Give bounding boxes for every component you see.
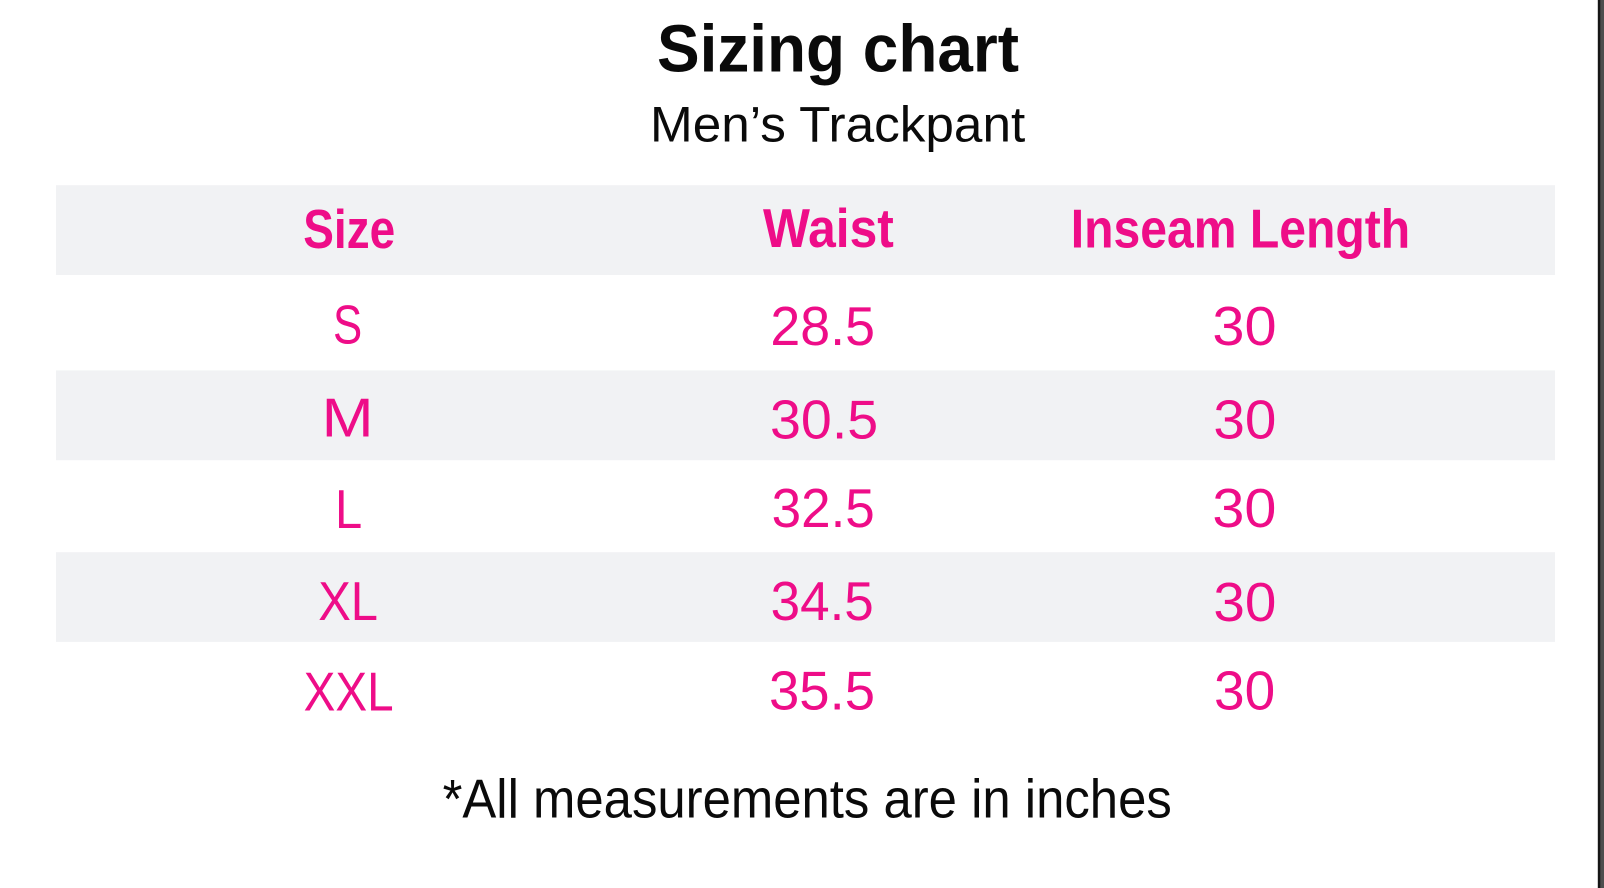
svg-text:XXL: XXL bbox=[304, 661, 394, 723]
svg-text:L: L bbox=[335, 478, 362, 540]
svg-text:Waist: Waist bbox=[763, 197, 894, 259]
svg-text:M: M bbox=[322, 387, 374, 449]
svg-text:30.5: 30.5 bbox=[770, 389, 878, 451]
svg-text:*All measurements are in inche: *All measurements are in inches bbox=[443, 768, 1172, 830]
svg-text:Inseam Length: Inseam Length bbox=[1071, 197, 1410, 259]
svg-text:30: 30 bbox=[1214, 659, 1275, 721]
svg-text:Sizing chart: Sizing chart bbox=[657, 11, 1019, 86]
svg-text:34.5: 34.5 bbox=[771, 570, 874, 632]
svg-text:Men’s Trackpant: Men’s Trackpant bbox=[650, 96, 1025, 153]
svg-text:35.5: 35.5 bbox=[769, 659, 875, 721]
svg-text:32.5: 32.5 bbox=[772, 477, 875, 539]
svg-text:30: 30 bbox=[1212, 477, 1276, 539]
svg-text:Size: Size bbox=[303, 198, 395, 260]
svg-text:S: S bbox=[333, 294, 362, 356]
svg-text:30: 30 bbox=[1213, 571, 1276, 633]
svg-text:30: 30 bbox=[1212, 295, 1276, 357]
svg-text:30: 30 bbox=[1213, 389, 1276, 451]
svg-text:28.5: 28.5 bbox=[770, 295, 875, 357]
svg-text:XL: XL bbox=[318, 570, 378, 632]
